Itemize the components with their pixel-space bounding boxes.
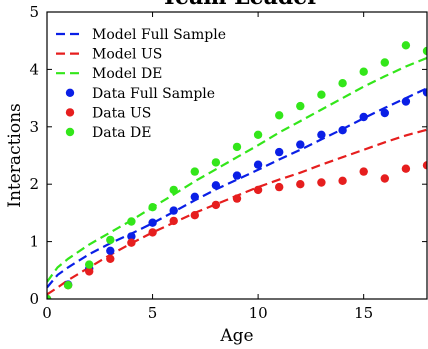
point-data-full-sample: [232, 171, 242, 180]
x-tick-label: 15: [354, 304, 373, 322]
y-tick-label: 4: [29, 60, 39, 78]
point-data-de: [190, 167, 199, 176]
point-data-de: [127, 217, 136, 226]
point-data-de: [169, 185, 178, 195]
point-data-us: [148, 228, 157, 237]
y-tick-label: 0: [29, 290, 39, 308]
x-axis-label: Age: [219, 326, 253, 346]
point-data-us: [317, 178, 326, 187]
series-line-model-full-sample: [47, 87, 427, 289]
legend-label-data-de: Data DE: [92, 125, 151, 141]
y-tick-label: 5: [29, 3, 39, 21]
point-data-full-sample: [296, 140, 305, 149]
point-data-full-sample: [422, 88, 427, 97]
x-tick-label: 0: [42, 304, 52, 322]
point-data-full-sample: [380, 108, 389, 118]
point-data-full-sample: [338, 126, 347, 135]
point-data-us: [85, 267, 94, 276]
point-data-full-sample: [253, 160, 263, 169]
legend-swatch-data-full-sample: [65, 88, 75, 98]
y-tick-label: 2: [29, 175, 39, 193]
point-data-us: [211, 200, 221, 210]
legend-label-model-us: Model US: [92, 47, 162, 63]
point-data-de: [296, 101, 305, 111]
point-data-us: [296, 180, 305, 189]
point-data-de: [85, 260, 94, 269]
legend-label-data-full-sample: Data Full Sample: [92, 86, 215, 102]
point-data-us: [380, 174, 389, 183]
plot-area: [47, 41, 427, 299]
legend: Model Full Sample Model US Model DE Data Fu…: [56, 27, 226, 141]
point-data-full-sample: [317, 130, 326, 139]
point-data-us: [106, 254, 115, 263]
y-tick-label: 3: [29, 118, 39, 136]
point-data-us: [359, 167, 368, 176]
point-data-full-sample: [127, 232, 136, 241]
x-tick-label: 10: [249, 304, 268, 322]
point-data-full-sample: [359, 112, 368, 122]
point-data-full-sample: [275, 147, 284, 157]
legend-label-model-full-sample: Model Full Sample: [92, 27, 226, 43]
point-data-de: [106, 235, 115, 245]
point-data-de: [253, 130, 263, 139]
y-axis-label: Interactions: [5, 103, 25, 208]
point-data-full-sample: [169, 206, 178, 215]
legend-label-model-de: Model DE: [92, 66, 162, 82]
point-data-de: [338, 79, 347, 88]
chart-title: Team Leader: [161, 0, 319, 10]
point-data-de: [401, 41, 411, 50]
point-data-de: [380, 58, 389, 67]
point-data-de: [275, 111, 284, 120]
point-data-us: [401, 164, 411, 173]
axis-ticks: 0 5 10 15 0 1 2 3 4 5: [29, 3, 427, 322]
point-data-de: [211, 158, 221, 167]
point-data-full-sample: [401, 97, 411, 106]
point-data-us: [169, 216, 178, 226]
y-tick-label: 1: [29, 233, 39, 251]
series-line-model-us: [47, 128, 427, 296]
legend-swatch-data-us: [65, 108, 75, 117]
point-data-de: [63, 281, 73, 290]
point-data-us: [422, 161, 427, 170]
plot-frame: [46, 11, 428, 300]
legend-label-data-us: Data US: [92, 105, 151, 121]
point-data-de: [47, 294, 52, 299]
point-data-full-sample: [190, 192, 199, 201]
point-data-full-sample: [211, 181, 221, 190]
point-data-us: [127, 238, 136, 247]
point-data-de: [148, 203, 157, 212]
point-data-us: [275, 182, 284, 192]
point-data-de: [232, 142, 242, 152]
point-data-full-sample: [106, 246, 115, 255]
series-line-model-de: [47, 56, 427, 283]
point-data-us: [232, 194, 242, 203]
point-data-us: [253, 185, 263, 195]
point-data-full-sample: [148, 218, 157, 227]
point-data-de: [422, 46, 427, 56]
point-data-us: [190, 211, 199, 220]
x-tick-label: 5: [148, 304, 158, 322]
point-data-us: [338, 176, 347, 185]
point-data-de: [317, 90, 326, 99]
legend-swatch-data-de: [65, 127, 75, 137]
point-data-de: [359, 67, 368, 76]
